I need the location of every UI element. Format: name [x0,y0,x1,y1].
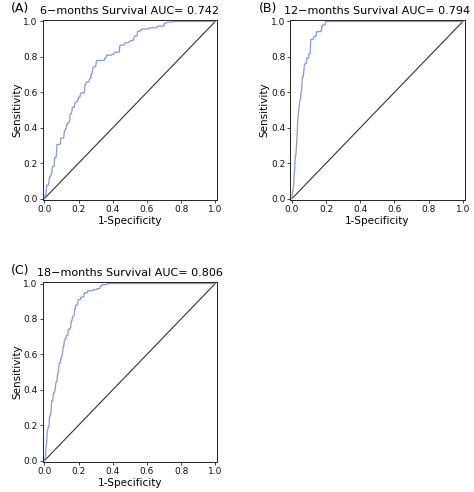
Y-axis label: Sensitivity: Sensitivity [12,83,22,137]
Y-axis label: Sensitivity: Sensitivity [260,83,270,137]
Title: 18−months Survival AUC= 0.806: 18−months Survival AUC= 0.806 [37,268,223,278]
Title: 12−months Survival AUC= 0.794: 12−months Survival AUC= 0.794 [284,6,470,16]
Title: 6−months Survival AUC= 0.742: 6−months Survival AUC= 0.742 [40,6,219,16]
Text: (A): (A) [11,1,29,15]
Text: (B): (B) [259,1,277,15]
X-axis label: 1-Specificity: 1-Specificity [345,215,410,226]
Y-axis label: Sensitivity: Sensitivity [12,345,22,400]
X-axis label: 1-Specificity: 1-Specificity [98,478,162,488]
Text: (C): (C) [11,264,30,277]
X-axis label: 1-Specificity: 1-Specificity [98,215,162,226]
